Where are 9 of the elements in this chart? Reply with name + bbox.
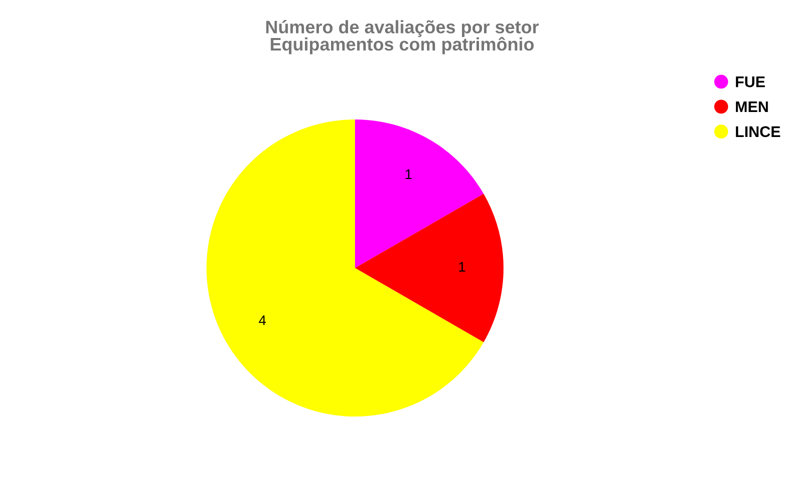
chart-title: Número de avaliações por setor Equipamentos com patrimônio: [266, 20, 539, 54]
data-label: 4: [258, 316, 266, 326]
pie-slice: [206, 119, 484, 417]
legend-label: LINCE: [736, 126, 780, 138]
data-label: 1: [406, 169, 412, 179]
legend-label: FUE: [736, 76, 765, 88]
data-label: 1: [459, 262, 466, 272]
pie-slice: [355, 194, 504, 342]
legend-label: MEN: [736, 101, 768, 112]
